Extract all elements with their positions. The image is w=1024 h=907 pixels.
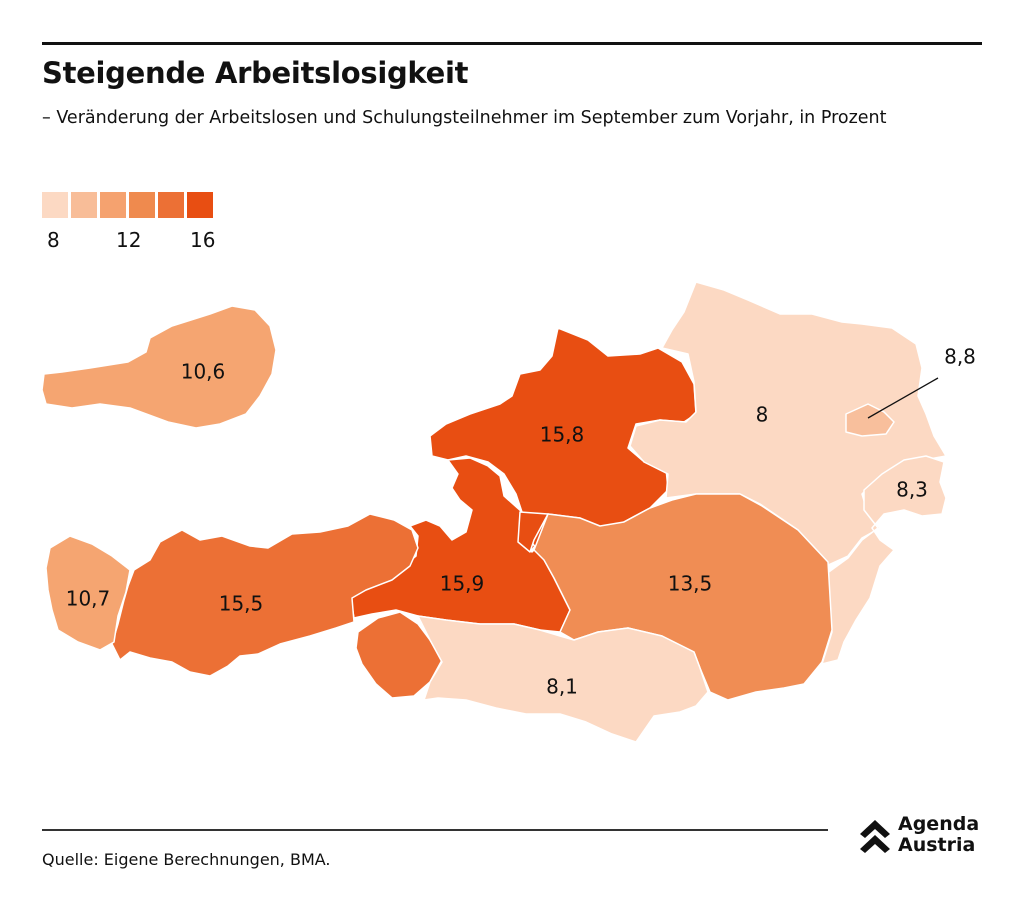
chart-subtitle: – Veränderung der Arbeitslosen und Schul… <box>42 108 887 128</box>
legend-tick-high: 16 <box>190 228 216 252</box>
region-vorarlberg <box>45 535 131 651</box>
legend-swatch <box>100 192 126 218</box>
region-wien <box>845 403 895 437</box>
legend-swatch <box>129 192 155 218</box>
legend-swatch <box>71 192 97 218</box>
region-kaernten <box>417 615 709 743</box>
label-burgenland: 8,3 <box>896 478 928 502</box>
region-burgenland <box>821 455 947 665</box>
top-rule <box>42 42 982 45</box>
label-vorarlberg: 10,7 <box>66 587 111 611</box>
brand-line-2: Austria <box>898 834 976 856</box>
color-legend: 8 12 16 <box>42 192 242 262</box>
region-salzburg-lungau <box>517 511 549 553</box>
legend-tick-low: 8 <box>47 228 60 252</box>
label-tirol: 15,5 <box>219 592 264 616</box>
label-niederoesterreich: 8 <box>756 403 769 427</box>
label-wien: 8,8 <box>944 345 976 369</box>
label-oberoesterreich: 15,8 <box>540 423 585 447</box>
brand-name: Agenda Austria <box>898 814 979 856</box>
legend-swatch <box>187 192 213 218</box>
bottom-rule <box>42 829 828 831</box>
chevron-logo-icon <box>860 820 890 853</box>
legend-swatch <box>158 192 184 218</box>
region-niederoesterreich <box>629 281 947 567</box>
label-steiermark: 13,5 <box>668 572 713 596</box>
source-note: Quelle: Eigene Berechnungen, BMA. <box>42 850 331 869</box>
label-kaernten: 8,1 <box>546 675 578 699</box>
region-oesterreich <box>41 305 277 429</box>
region-tirol <box>111 513 419 677</box>
region-steiermark <box>533 493 833 701</box>
brand-logo: Agenda Austria <box>858 814 988 860</box>
legend-tick-mid: 12 <box>116 228 142 252</box>
brand-line-1: Agenda <box>898 813 980 835</box>
chart-title: Steigende Arbeitslosigkeit <box>42 56 469 90</box>
wien-callout-line <box>867 377 939 419</box>
label-oesterreich: 10,6 <box>181 360 226 384</box>
legend-swatch <box>42 192 68 218</box>
legend-swatches <box>42 192 213 218</box>
label-salzburg: 15,9 <box>440 572 485 596</box>
